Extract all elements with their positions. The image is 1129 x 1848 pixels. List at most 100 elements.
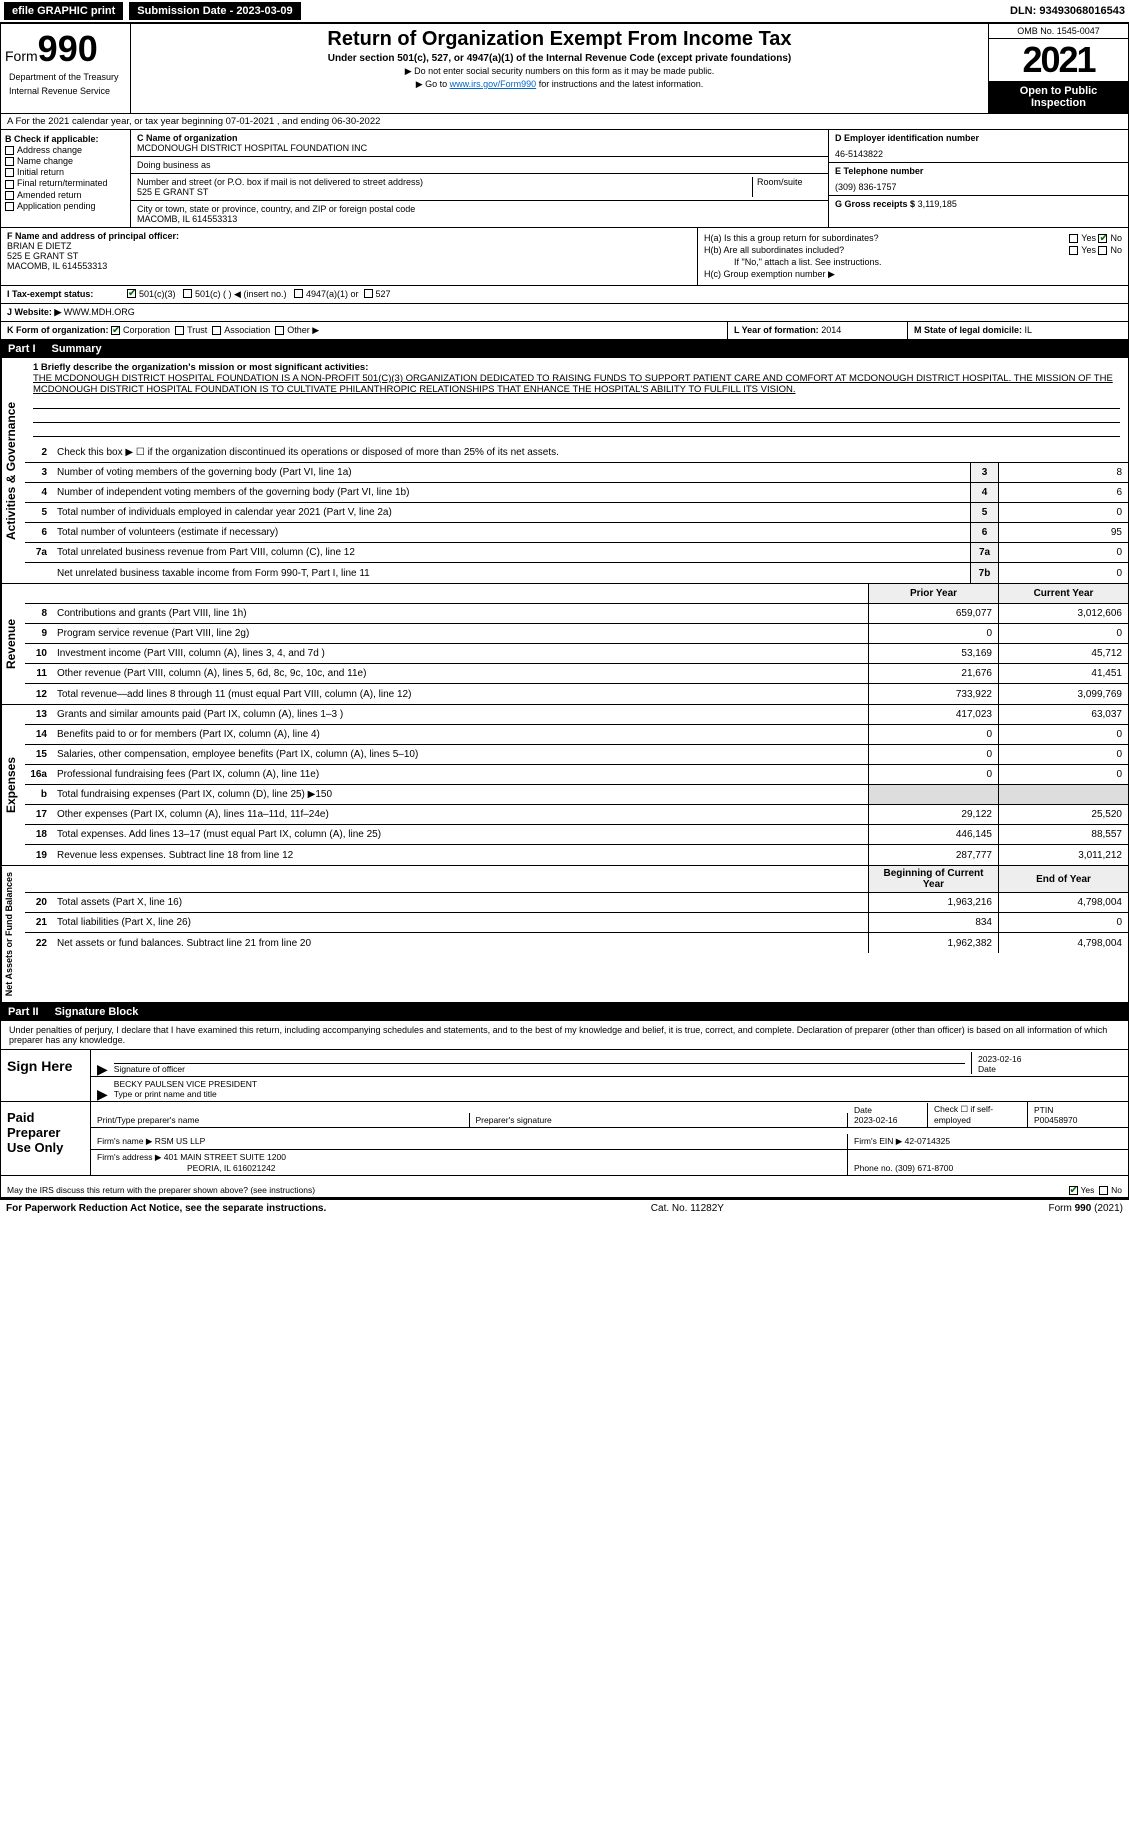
part2-num: Part II <box>8 1006 39 1018</box>
chk-initial-return[interactable] <box>5 168 14 177</box>
p22: 1,962,382 <box>868 933 998 953</box>
governance-section: Activities & Governance 1 Briefly descri… <box>0 358 1129 584</box>
part2-title: Signature Block <box>55 1006 139 1018</box>
chk-ha-no[interactable] <box>1098 234 1107 243</box>
form-subtitle: Under section 501(c), 527, or 4947(a)(1)… <box>139 53 980 64</box>
officer-city: MACOMB, IL 614553313 <box>7 261 691 271</box>
hb-no: No <box>1110 245 1122 255</box>
prep-date-value: 2023-02-16 <box>854 1115 921 1125</box>
chk-501c3[interactable] <box>127 289 136 298</box>
chk-may-irs-yes[interactable] <box>1069 1186 1078 1195</box>
row-bcde: B Check if applicable: Address change Na… <box>0 130 1129 228</box>
website-value: WWW.MDH.ORG <box>64 307 135 318</box>
sig-officer-label: Signature of officer <box>114 1064 965 1074</box>
line-8: Contributions and grants (Part VIII, lin… <box>53 606 868 621</box>
irs-link[interactable]: www.irs.gov/Form990 <box>450 79 537 89</box>
chk-address-change[interactable] <box>5 146 14 155</box>
paid-preparer-label: Paid Preparer Use Only <box>1 1102 91 1175</box>
p16a: 0 <box>868 765 998 784</box>
chk-ha-yes[interactable] <box>1069 234 1078 243</box>
row-klm: K Form of organization: Corporation Trus… <box>0 322 1129 340</box>
chk-may-irs-no[interactable] <box>1099 1186 1108 1195</box>
phone-label: E Telephone number <box>835 166 1122 176</box>
tax-year: 2021 <box>989 39 1128 81</box>
dept-treasury: Department of the Treasury <box>5 70 126 84</box>
val-4: 6 <box>998 483 1128 502</box>
website-label: J Website: ▶ <box>7 307 61 318</box>
hb-yes: Yes <box>1081 245 1096 255</box>
part1-title: Summary <box>52 343 102 355</box>
p8: 659,077 <box>868 604 998 623</box>
expenses-section: Expenses 13Grants and similar amounts pa… <box>0 705 1129 866</box>
line-7a: Total unrelated business revenue from Pa… <box>53 545 970 560</box>
c22: 4,798,004 <box>998 933 1128 953</box>
chk-amended-return[interactable] <box>5 191 14 200</box>
c12: 3,099,769 <box>998 684 1128 704</box>
chk-assoc[interactable] <box>212 326 221 335</box>
ein-value: 46-5143822 <box>835 149 1122 159</box>
city-label: City or town, state or province, country… <box>137 204 822 214</box>
form-990-num: 990 <box>38 28 98 69</box>
chk-final-return[interactable] <box>5 180 14 189</box>
may-irs-yes: Yes <box>1081 1185 1095 1195</box>
col-f: F Name and address of principal officer:… <box>1 228 698 285</box>
chk-hb-no[interactable] <box>1098 246 1107 255</box>
line-4: Number of independent voting members of … <box>53 485 970 500</box>
line-22: Net assets or fund balances. Subtract li… <box>53 936 868 951</box>
prep-date-label: Date <box>854 1105 921 1115</box>
chk-trust[interactable] <box>175 326 184 335</box>
prep-name-label: Print/Type preparer's name <box>91 1113 470 1127</box>
officer-street: 525 E GRANT ST <box>7 251 691 261</box>
p20: 1,963,216 <box>868 893 998 912</box>
line-21: Total liabilities (Part X, line 26) <box>53 915 868 930</box>
opt-4947: 4947(a)(1) or <box>306 289 359 300</box>
chk-501c[interactable] <box>183 289 192 298</box>
line-17: Other expenses (Part IX, column (A), lin… <box>53 807 868 822</box>
footer-mid: Cat. No. 11282Y <box>651 1203 724 1214</box>
lbl-initial-return: Initial return <box>17 167 64 177</box>
col-b-checkboxes: B Check if applicable: Address change Na… <box>1 130 131 227</box>
c-label: C Name of organization <box>137 133 822 143</box>
p12: 733,922 <box>868 684 998 704</box>
chk-application-pending[interactable] <box>5 202 14 211</box>
line-11: Other revenue (Part VIII, column (A), li… <box>53 666 868 681</box>
ha-label: H(a) Is this a group return for subordin… <box>704 233 879 243</box>
firm-addr-label: Firm's address ▶ <box>97 1152 161 1162</box>
street-label: Number and street (or P.O. box if mail i… <box>137 177 752 187</box>
ha-no: No <box>1110 233 1122 243</box>
tax-year-range: A For the 2021 calendar year, or tax yea… <box>1 114 1128 129</box>
phone-value: (309) 836-1757 <box>835 182 1122 192</box>
m-label: M State of legal domicile: <box>914 325 1022 335</box>
hdr-prior: Prior Year <box>868 584 998 603</box>
val-7b: 0 <box>998 563 1128 583</box>
hdr-end: End of Year <box>998 866 1128 892</box>
lbl-application-pending: Application pending <box>17 201 96 211</box>
opt-other: Other ▶ <box>287 325 319 335</box>
c10: 45,712 <box>998 644 1128 663</box>
sig-date-label: Date <box>978 1064 1116 1074</box>
room-label: Room/suite <box>752 177 822 197</box>
line-10: Investment income (Part VIII, column (A)… <box>53 646 868 661</box>
form-title: Return of Organization Exempt From Incom… <box>139 28 980 51</box>
l-label: L Year of formation: <box>734 325 819 335</box>
line-7b: Net unrelated business taxable income fr… <box>53 566 970 581</box>
row-fh: F Name and address of principal officer:… <box>0 228 1129 286</box>
chk-other[interactable] <box>275 326 284 335</box>
chk-name-change[interactable] <box>5 157 14 166</box>
sig-name-title: BECKY PAULSEN VICE PRESIDENT <box>114 1079 1116 1089</box>
col-c: C Name of organization MCDONOUGH DISTRIC… <box>131 130 828 227</box>
line-2: Check this box ▶ ☐ if the organization d… <box>53 445 1128 460</box>
dln-label: DLN: 93493068016543 <box>1010 5 1125 17</box>
chk-hb-yes[interactable] <box>1069 246 1078 255</box>
sig-date-value: 2023-02-16 <box>978 1054 1116 1064</box>
col-de: D Employer identification number 46-5143… <box>828 130 1128 227</box>
opt-corp: Corporation <box>123 325 170 335</box>
hb-note: If "No," attach a list. See instructions… <box>704 257 1122 267</box>
signature-block: Under penalties of perjury, I declare th… <box>0 1021 1129 1198</box>
chk-4947[interactable] <box>294 289 303 298</box>
sign-here-row: Sign Here ▶ Signature of officer 2023-02… <box>1 1049 1128 1101</box>
chk-527[interactable] <box>364 289 373 298</box>
paid-preparer-row: Paid Preparer Use Only Print/Type prepar… <box>1 1101 1128 1175</box>
firm-ein-value: 42-0714325 <box>905 1136 950 1146</box>
chk-corp[interactable] <box>111 326 120 335</box>
